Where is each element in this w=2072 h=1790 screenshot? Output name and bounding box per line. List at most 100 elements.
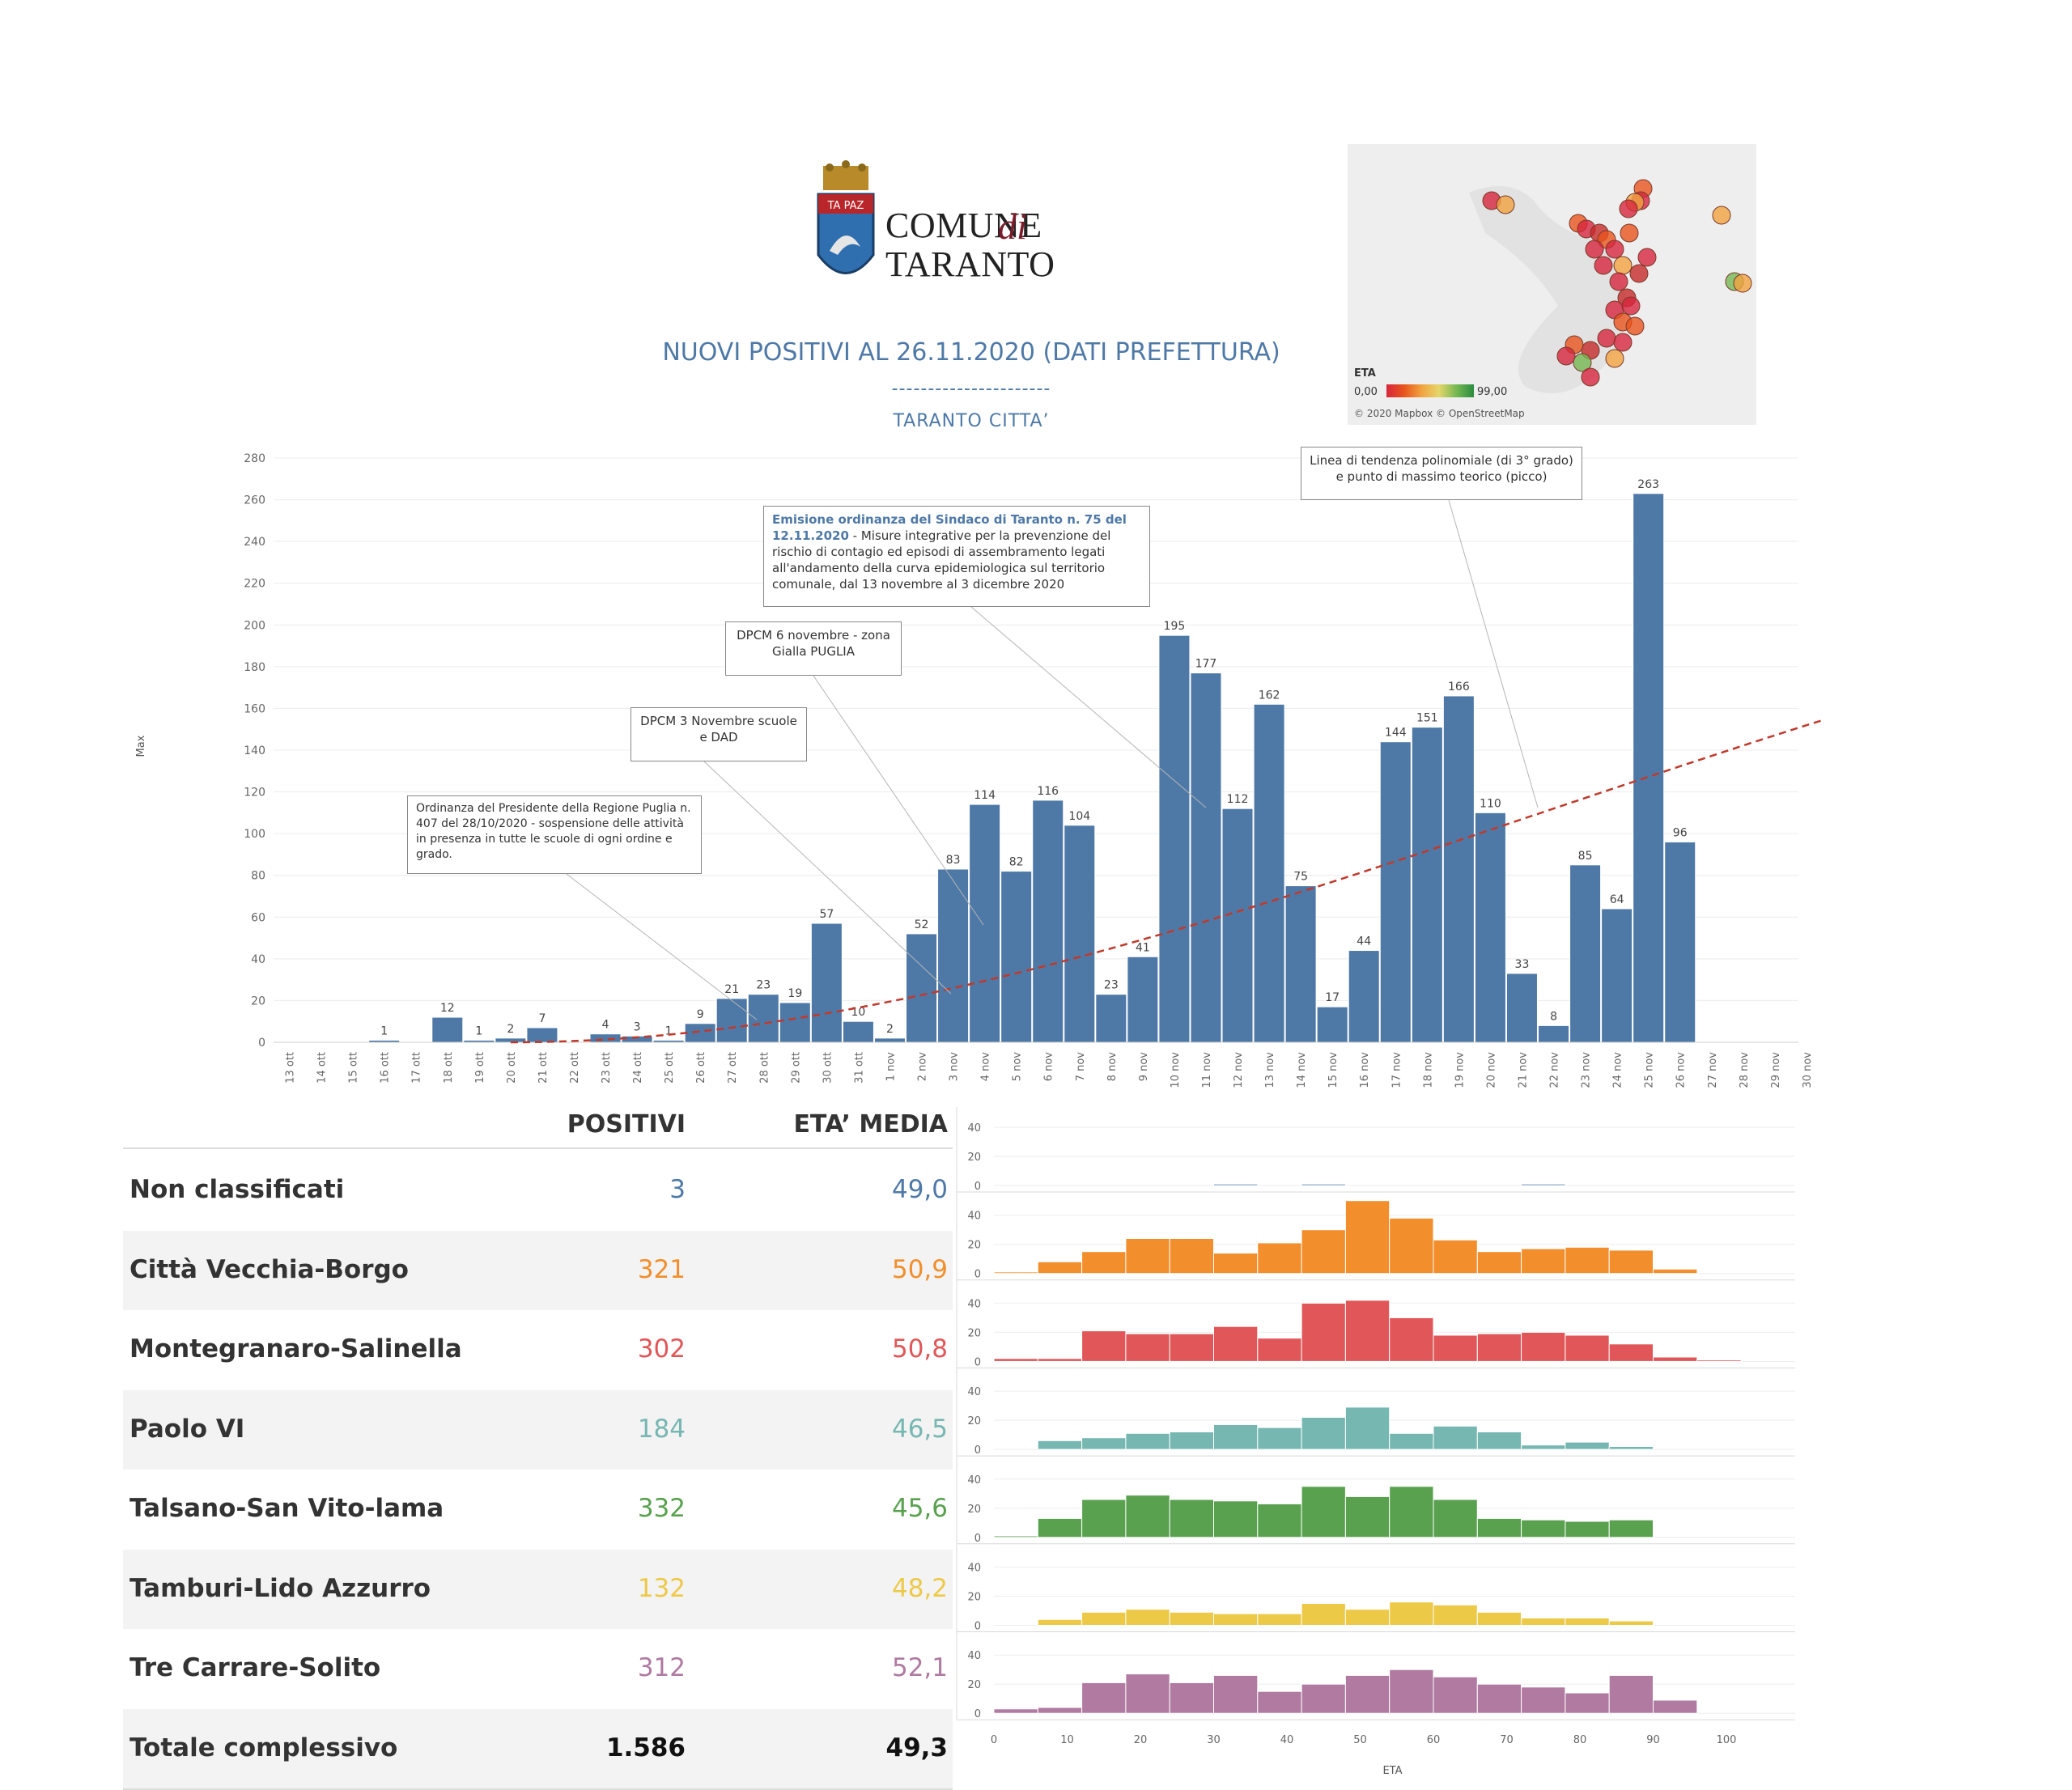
bar-value-label: 9: [697, 1008, 704, 1021]
eta-media-value: 49,0: [891, 1175, 948, 1204]
x-tick-label: 18 ott: [443, 1052, 455, 1084]
x-tick-label: 5 nov: [1012, 1052, 1024, 1082]
header-rule: [123, 1147, 953, 1149]
x-tick-label: 12 nov: [1233, 1052, 1245, 1088]
bar: [1664, 841, 1696, 1043]
map-credit: © 2020 Mapbox © OpenStreetMap: [1354, 408, 1525, 419]
histogram-bar: [1476, 1432, 1522, 1450]
map-land: [1469, 186, 1627, 393]
bar-value-label: 144: [1385, 727, 1407, 740]
annotation-ordinanza-sindaco: Emisione ordinanza del Sindaco di Tarant…: [763, 506, 1150, 607]
map-legend-min: 0,00: [1354, 386, 1378, 398]
district-name: Non classificati: [130, 1175, 345, 1204]
x-tick-label: 7 nov: [1075, 1052, 1087, 1082]
bar: [1633, 493, 1665, 1043]
bar: [1411, 727, 1443, 1043]
x-tick-label: 24 nov: [1612, 1052, 1624, 1088]
shield-text: TA PAZ: [827, 200, 864, 212]
district-name: Città Vecchia-Borgo: [130, 1254, 409, 1284]
x-tick-label: 13 ott: [285, 1052, 297, 1084]
eta-media-value: 48,2: [891, 1573, 948, 1603]
x-tick-label: 15 ott: [348, 1052, 360, 1084]
x-tick-label: 13 nov: [1264, 1052, 1276, 1088]
histogram-bar: [1389, 1669, 1434, 1714]
histogram-bar: [1344, 1200, 1391, 1275]
page-title: NUOVI POSITIVI AL 26.11.2020 (DATI PREFE…: [662, 338, 1280, 367]
histogram-bar: [1433, 1334, 1478, 1362]
histogram-x-tick-label: 30: [1207, 1734, 1221, 1746]
district-name: Montegranaro-Salinella: [130, 1334, 462, 1364]
map-canvas: [1348, 144, 1756, 425]
histogram-bar: [1301, 1417, 1346, 1450]
x-tick-label: 30 ott: [822, 1052, 834, 1084]
bar-value-label: 1: [380, 1024, 388, 1037]
bar-value-label: 17: [1325, 991, 1340, 1004]
histogram-y-tick-label: 40: [967, 1211, 981, 1223]
bar-value-label: 83: [946, 854, 961, 867]
bar-value-label: 7: [538, 1012, 546, 1025]
histogram-bar: [1476, 1611, 1522, 1627]
x-tick-label: 4 nov: [980, 1052, 992, 1082]
histogram-bar: [1344, 1406, 1391, 1450]
map-case-marker: [1605, 349, 1624, 368]
y-tick-label: 20: [251, 995, 265, 1007]
x-tick-label: 20 ott: [506, 1052, 518, 1084]
histogram-bar: [1521, 1331, 1566, 1362]
map-case-marker: [1613, 256, 1633, 275]
histogram-y-tick-label: 40: [967, 1386, 981, 1398]
x-tick-label: 16 ott: [380, 1052, 392, 1084]
histogram-bar: [1037, 1618, 1083, 1627]
x-tick-label: 20 nov: [1485, 1052, 1497, 1088]
bar: [1474, 812, 1506, 1043]
bar: [1569, 864, 1602, 1043]
annotation-ordinanza-regione-text: Ordinanza del Presidente della Regione P…: [416, 802, 691, 861]
x-tick-label: 26 ott: [695, 1052, 707, 1084]
logo-word-comune: COMUNE: [885, 206, 1042, 245]
cases-map[interactable]: ETA 0,00 99,00 © 2020 Mapbox © OpenStree…: [1348, 144, 1756, 425]
map-case-marker: [1597, 329, 1616, 348]
eta-media-value: 50,8: [891, 1334, 948, 1364]
y-tick-label: 0: [258, 1037, 265, 1050]
table-row: Talsano-San Vito-lama 332 45,6: [123, 1470, 953, 1549]
map-legend-max: 99,00: [1477, 386, 1508, 398]
histogram-bar: [1389, 1486, 1434, 1538]
histogram-bar: [1521, 1248, 1566, 1275]
histogram-bar: [1608, 1519, 1654, 1538]
map-legend-title: ETA: [1354, 367, 1376, 380]
x-tick-label: 2 nov: [917, 1052, 929, 1082]
crest-icon: TA PAZ: [817, 160, 875, 274]
bar-value-label: 110: [1480, 797, 1501, 810]
positivi-value: 332: [637, 1494, 686, 1523]
x-tick-label: 19 ott: [474, 1052, 486, 1084]
district-name: Totale complessivo: [130, 1733, 398, 1762]
x-tick-label: 11 nov: [1201, 1052, 1213, 1088]
histogram-bar: [1433, 1499, 1478, 1538]
x-tick-label: 29 ott: [790, 1052, 802, 1084]
bar-value-label: 57: [819, 908, 834, 921]
x-tick-label: 28 ott: [758, 1052, 771, 1084]
map-case-marker: [1556, 346, 1576, 366]
histogram-y-tick-label: 0: [974, 1444, 981, 1457]
bar-value-label: 23: [756, 979, 771, 992]
table-row: Tamburi-Lido Azzurro 132 48,2: [123, 1549, 953, 1629]
bar: [1190, 672, 1222, 1043]
annotation-trendline: Linea di tendenza polinomiale (di 3° gra…: [1301, 447, 1582, 500]
histogram-bar: [1565, 1334, 1610, 1362]
histogram-bar: [1344, 1495, 1391, 1538]
histogram-bar: [1257, 1690, 1302, 1714]
district-name: Talsano-San Vito-lama: [130, 1494, 444, 1523]
histogram-bar: [1213, 1613, 1259, 1626]
histogram-y-tick-label: 40: [967, 1650, 981, 1662]
x-tick-label: 22 nov: [1549, 1052, 1561, 1088]
bar-value-label: 151: [1416, 712, 1438, 725]
x-tick-label: 25 ott: [664, 1052, 676, 1084]
daily-cases-chart: 0 20 40 60 80 100 120 140 160 180 200 220 240 260 280 M…: [135, 452, 1821, 1088]
x-tick-label: 23 nov: [1581, 1052, 1593, 1088]
bar: [526, 1027, 558, 1043]
map-case-marker: [1621, 296, 1641, 316]
bar: [1064, 825, 1096, 1043]
x-tick-label: 19 nov: [1454, 1052, 1466, 1088]
histogram-bar: [1344, 1609, 1391, 1626]
bar-value-label: 116: [1037, 785, 1059, 798]
bar-value-label: 19: [788, 987, 802, 1000]
